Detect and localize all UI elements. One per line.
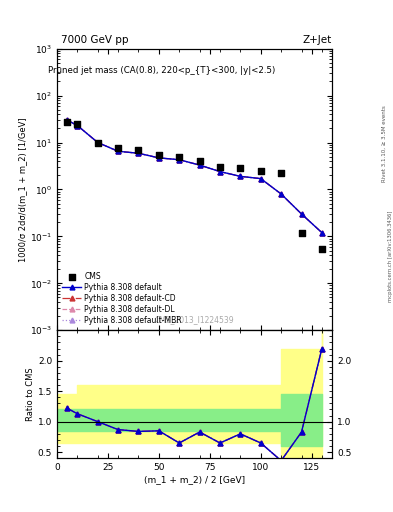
Pythia 8.308 default	[320, 229, 324, 236]
Pythia 8.308 default-DL	[156, 155, 161, 161]
CMS	[298, 228, 305, 237]
Text: Rivet 3.1.10, ≥ 3.5M events: Rivet 3.1.10, ≥ 3.5M events	[382, 105, 387, 182]
Pythia 8.308 default-CD	[95, 139, 100, 145]
Pythia 8.308 default-MBR	[95, 139, 100, 145]
CMS	[74, 120, 81, 128]
Pythia 8.308 default-DL	[279, 191, 283, 197]
Y-axis label: 1000/σ 2dσ/d(m_1 + m_2) [1/GeV]: 1000/σ 2dσ/d(m_1 + m_2) [1/GeV]	[18, 117, 27, 262]
Pythia 8.308 default-DL	[238, 173, 243, 179]
Text: 7000 GeV pp: 7000 GeV pp	[61, 35, 129, 45]
Text: Z+Jet: Z+Jet	[303, 35, 332, 45]
CMS	[95, 138, 101, 146]
Pythia 8.308 default-CD	[65, 117, 70, 123]
Pythia 8.308 default-DL	[177, 157, 182, 163]
Pythia 8.308 default-MBR	[238, 173, 243, 179]
Pythia 8.308 default-MBR	[259, 176, 263, 182]
Text: mcplots.cern.ch [arXiv:1306.3436]: mcplots.cern.ch [arXiv:1306.3436]	[388, 210, 393, 302]
Pythia 8.308 default-CD	[259, 176, 263, 182]
Line: Pythia 8.308 default: Pythia 8.308 default	[65, 118, 324, 235]
CMS	[217, 163, 223, 171]
CMS	[258, 167, 264, 175]
Pythia 8.308 default-DL	[65, 117, 70, 123]
X-axis label: (m_1 + m_2) / 2 [GeV]: (m_1 + m_2) / 2 [GeV]	[144, 475, 245, 484]
Pythia 8.308 default-MBR	[279, 191, 283, 197]
Pythia 8.308 default	[156, 155, 161, 161]
Pythia 8.308 default-DL	[320, 229, 324, 236]
CMS	[135, 146, 141, 154]
Pythia 8.308 default	[259, 176, 263, 182]
Pythia 8.308 default-MBR	[218, 168, 222, 175]
Pythia 8.308 default-DL	[299, 211, 304, 217]
Pythia 8.308 default-CD	[75, 122, 80, 129]
Text: Pruned jet mass (CA(0.8), 220<p_{T}<300, |y|<2.5): Pruned jet mass (CA(0.8), 220<p_{T}<300,…	[48, 66, 275, 75]
Pythia 8.308 default	[136, 150, 141, 156]
Pythia 8.308 default-DL	[136, 150, 141, 156]
Line: Pythia 8.308 default-DL: Pythia 8.308 default-DL	[65, 118, 324, 235]
Pythia 8.308 default-DL	[116, 148, 121, 154]
Pythia 8.308 default-CD	[279, 191, 283, 197]
Pythia 8.308 default-MBR	[116, 148, 121, 154]
Pythia 8.308 default-MBR	[197, 162, 202, 168]
CMS	[64, 117, 70, 125]
Pythia 8.308 default	[238, 173, 243, 179]
Pythia 8.308 default-DL	[75, 122, 80, 129]
Pythia 8.308 default-CD	[218, 168, 222, 175]
Pythia 8.308 default	[75, 122, 80, 129]
Pythia 8.308 default-DL	[259, 176, 263, 182]
Pythia 8.308 default-CD	[299, 211, 304, 217]
Text: CMS_2013_I1224539: CMS_2013_I1224539	[155, 315, 234, 325]
Pythia 8.308 default	[116, 148, 121, 154]
Pythia 8.308 default	[279, 191, 283, 197]
Pythia 8.308 default-MBR	[136, 150, 141, 156]
Pythia 8.308 default-CD	[136, 150, 141, 156]
Pythia 8.308 default	[197, 162, 202, 168]
Legend: CMS, Pythia 8.308 default, Pythia 8.308 default-CD, Pythia 8.308 default-DL, Pyt: CMS, Pythia 8.308 default, Pythia 8.308 …	[61, 271, 184, 327]
CMS	[115, 144, 121, 153]
CMS	[156, 151, 162, 159]
CMS	[278, 169, 284, 178]
Y-axis label: Ratio to CMS: Ratio to CMS	[26, 368, 35, 421]
Pythia 8.308 default-CD	[320, 229, 324, 236]
Pythia 8.308 default-CD	[238, 173, 243, 179]
Pythia 8.308 default-DL	[197, 162, 202, 168]
Pythia 8.308 default-CD	[197, 162, 202, 168]
Pythia 8.308 default	[299, 211, 304, 217]
Pythia 8.308 default	[65, 117, 70, 123]
Line: Pythia 8.308 default-CD: Pythia 8.308 default-CD	[65, 118, 324, 235]
CMS	[176, 153, 182, 161]
Pythia 8.308 default-CD	[156, 155, 161, 161]
Pythia 8.308 default	[218, 168, 222, 175]
Line: Pythia 8.308 default-MBR: Pythia 8.308 default-MBR	[65, 118, 324, 235]
Pythia 8.308 default-MBR	[299, 211, 304, 217]
Pythia 8.308 default-MBR	[177, 157, 182, 163]
Pythia 8.308 default-CD	[116, 148, 121, 154]
Pythia 8.308 default-MBR	[320, 229, 324, 236]
Pythia 8.308 default	[177, 157, 182, 163]
CMS	[196, 157, 203, 165]
Pythia 8.308 default-MBR	[75, 122, 80, 129]
Pythia 8.308 default-MBR	[65, 117, 70, 123]
Pythia 8.308 default	[95, 139, 100, 145]
Pythia 8.308 default-DL	[218, 168, 222, 175]
Pythia 8.308 default-MBR	[156, 155, 161, 161]
Pythia 8.308 default-CD	[177, 157, 182, 163]
CMS	[237, 164, 244, 173]
CMS	[319, 244, 325, 252]
Pythia 8.308 default-DL	[95, 139, 100, 145]
